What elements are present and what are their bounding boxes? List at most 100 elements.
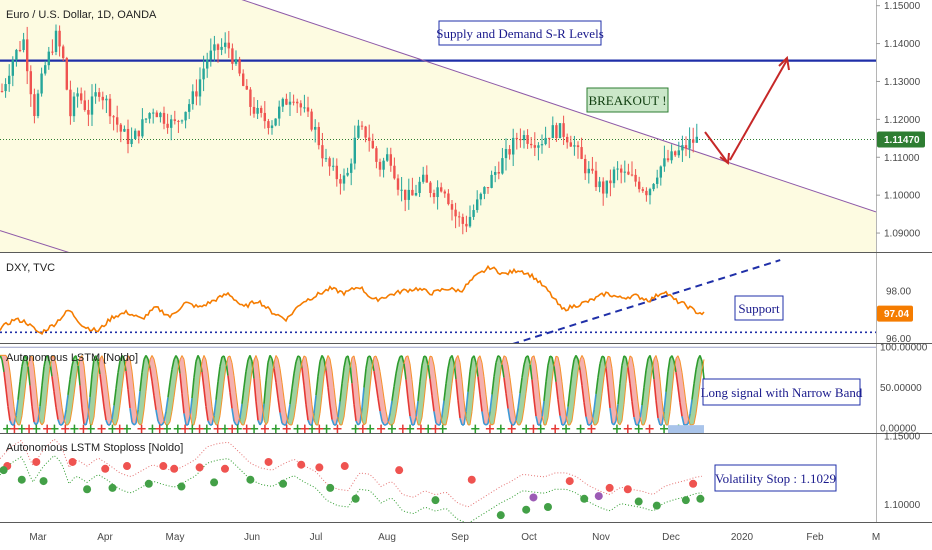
lstm-slow-line: [231, 362, 235, 376]
candle-body: [537, 145, 540, 148]
candle-body: [278, 106, 281, 119]
lstm-slow-line: [309, 385, 313, 405]
lstm-fast-line: [171, 359, 175, 370]
lstm-fast-line: [513, 420, 517, 426]
lstm-fast-line: [41, 366, 45, 386]
candle-body: [515, 137, 518, 140]
lstm-fast-line: [351, 383, 355, 405]
lstm-fast-line: [251, 361, 255, 379]
lstm-slow-line: [519, 420, 523, 426]
stop-green-dot: [696, 494, 705, 503]
stop-green-dot: [652, 501, 661, 510]
lstm-fast-line: [293, 361, 297, 374]
candle-body: [101, 96, 104, 101]
lstm-slow-line: [367, 387, 371, 409]
stoploss-pane: Autonomous LSTM Stoploss [Noldo] 1.15000…: [0, 432, 921, 522]
lstm-fast-line: [183, 413, 187, 426]
lstm-fast-line: [307, 419, 311, 426]
buy-signal-marker: +: [249, 422, 260, 437]
lstm-fast-line: [253, 378, 257, 402]
trendline-lower[interactable]: [0, 230, 200, 295]
buy-signal-marker: +: [350, 422, 361, 437]
lstm-fast-line: [317, 361, 321, 377]
lstm-fast-line: [621, 355, 625, 366]
lstm-slow-line: [329, 358, 333, 371]
time-axis[interactable]: Mar Apr May Jun Jul Aug Sep Oct Nov Dec 2020 Feb M: [29, 532, 880, 543]
buy-signal-marker: +: [423, 422, 434, 437]
candle-body: [54, 30, 58, 52]
lstm-fast-line: [297, 355, 301, 358]
candle-body: [584, 158, 587, 174]
candle-body: [40, 73, 43, 94]
lstm-slow-line: [283, 397, 287, 413]
lstm-fast-line: [357, 422, 361, 426]
lstm-slow-line: [161, 409, 165, 422]
lstm-fast-line: [435, 422, 439, 426]
signal-band: [668, 425, 704, 433]
lstm-fast-line: [287, 404, 291, 418]
candle-body: [573, 145, 576, 147]
candle-body: [105, 98, 108, 101]
lstm-band-fill: [508, 364, 510, 421]
lstm-fast-line: [407, 398, 411, 417]
lstm-slow-line: [189, 413, 193, 425]
lstm-slow-line: [155, 367, 159, 382]
candle-body: [148, 113, 151, 119]
candle-body: [51, 51, 54, 53]
lstm-band-fill: [538, 379, 540, 425]
lstm-fast-line: [443, 383, 447, 401]
candle-body: [357, 125, 360, 138]
lstm-fast-line: [127, 389, 131, 409]
trendline-upper[interactable]: [0, 0, 876, 213]
lstm-slow-line: [429, 355, 433, 358]
lstm-fast-line: [423, 355, 427, 358]
lstm-slow-line: [23, 381, 27, 400]
candle-body: [123, 128, 126, 132]
buy-signal-marker: +: [85, 422, 96, 437]
stop-red-dot: [170, 464, 179, 473]
buy-signal-marker: +: [107, 422, 118, 437]
candle-body: [674, 151, 677, 156]
lstm-slow-line: [181, 355, 185, 360]
lstm-band-fill: [128, 355, 130, 409]
lstm-fast-line: [491, 376, 495, 395]
lstm-fast-line: [539, 417, 543, 426]
lstm-fast-line: [677, 386, 681, 403]
lstm-slow-line: [629, 355, 633, 358]
lstm-fast-line: [531, 379, 535, 400]
lstm-fast-line: [585, 416, 589, 426]
lstm-fast-line: [465, 391, 469, 412]
lstm-fast-line: [7, 406, 11, 421]
lstm-band-fill: [318, 361, 320, 425]
candle-body: [638, 181, 641, 190]
lstm-fast-line: [605, 368, 609, 388]
lstm-slow-line: [579, 355, 583, 360]
lstm-slow-line: [369, 368, 373, 388]
lstm-slow-line: [19, 415, 23, 426]
lstm-slow-line: [313, 420, 317, 426]
lstm-slow-line: [297, 373, 301, 389]
lstm-fast-line: [665, 371, 669, 392]
lstm-slow-line: [479, 355, 483, 363]
buy-signal-marker: +: [232, 422, 243, 437]
lstm-slow-line: [63, 419, 67, 426]
lstm-fast-line: [431, 395, 435, 412]
support-trendline[interactable]: [501, 259, 781, 348]
lstm-slow-line: [67, 421, 71, 426]
candle-body: [224, 42, 227, 47]
candle-body: [198, 79, 202, 97]
lstm-slow-line: [685, 402, 689, 417]
lstm-band-fill: [624, 355, 626, 405]
stop-green-dot: [108, 483, 117, 492]
lstm-fast-line: [157, 420, 161, 426]
lstm-slow-line: [331, 370, 335, 388]
lstm-fast-line: [495, 355, 499, 363]
lstm-slow-line: [449, 383, 453, 401]
lstm-fast-line: [397, 356, 401, 364]
lstm-band-fill: [68, 379, 70, 425]
candle-body: [328, 158, 331, 167]
lstm-slow-line: [441, 422, 445, 426]
candle-body: [342, 175, 346, 184]
lstm-slow-line: [431, 356, 435, 366]
lstm-fast-line: [433, 411, 437, 424]
